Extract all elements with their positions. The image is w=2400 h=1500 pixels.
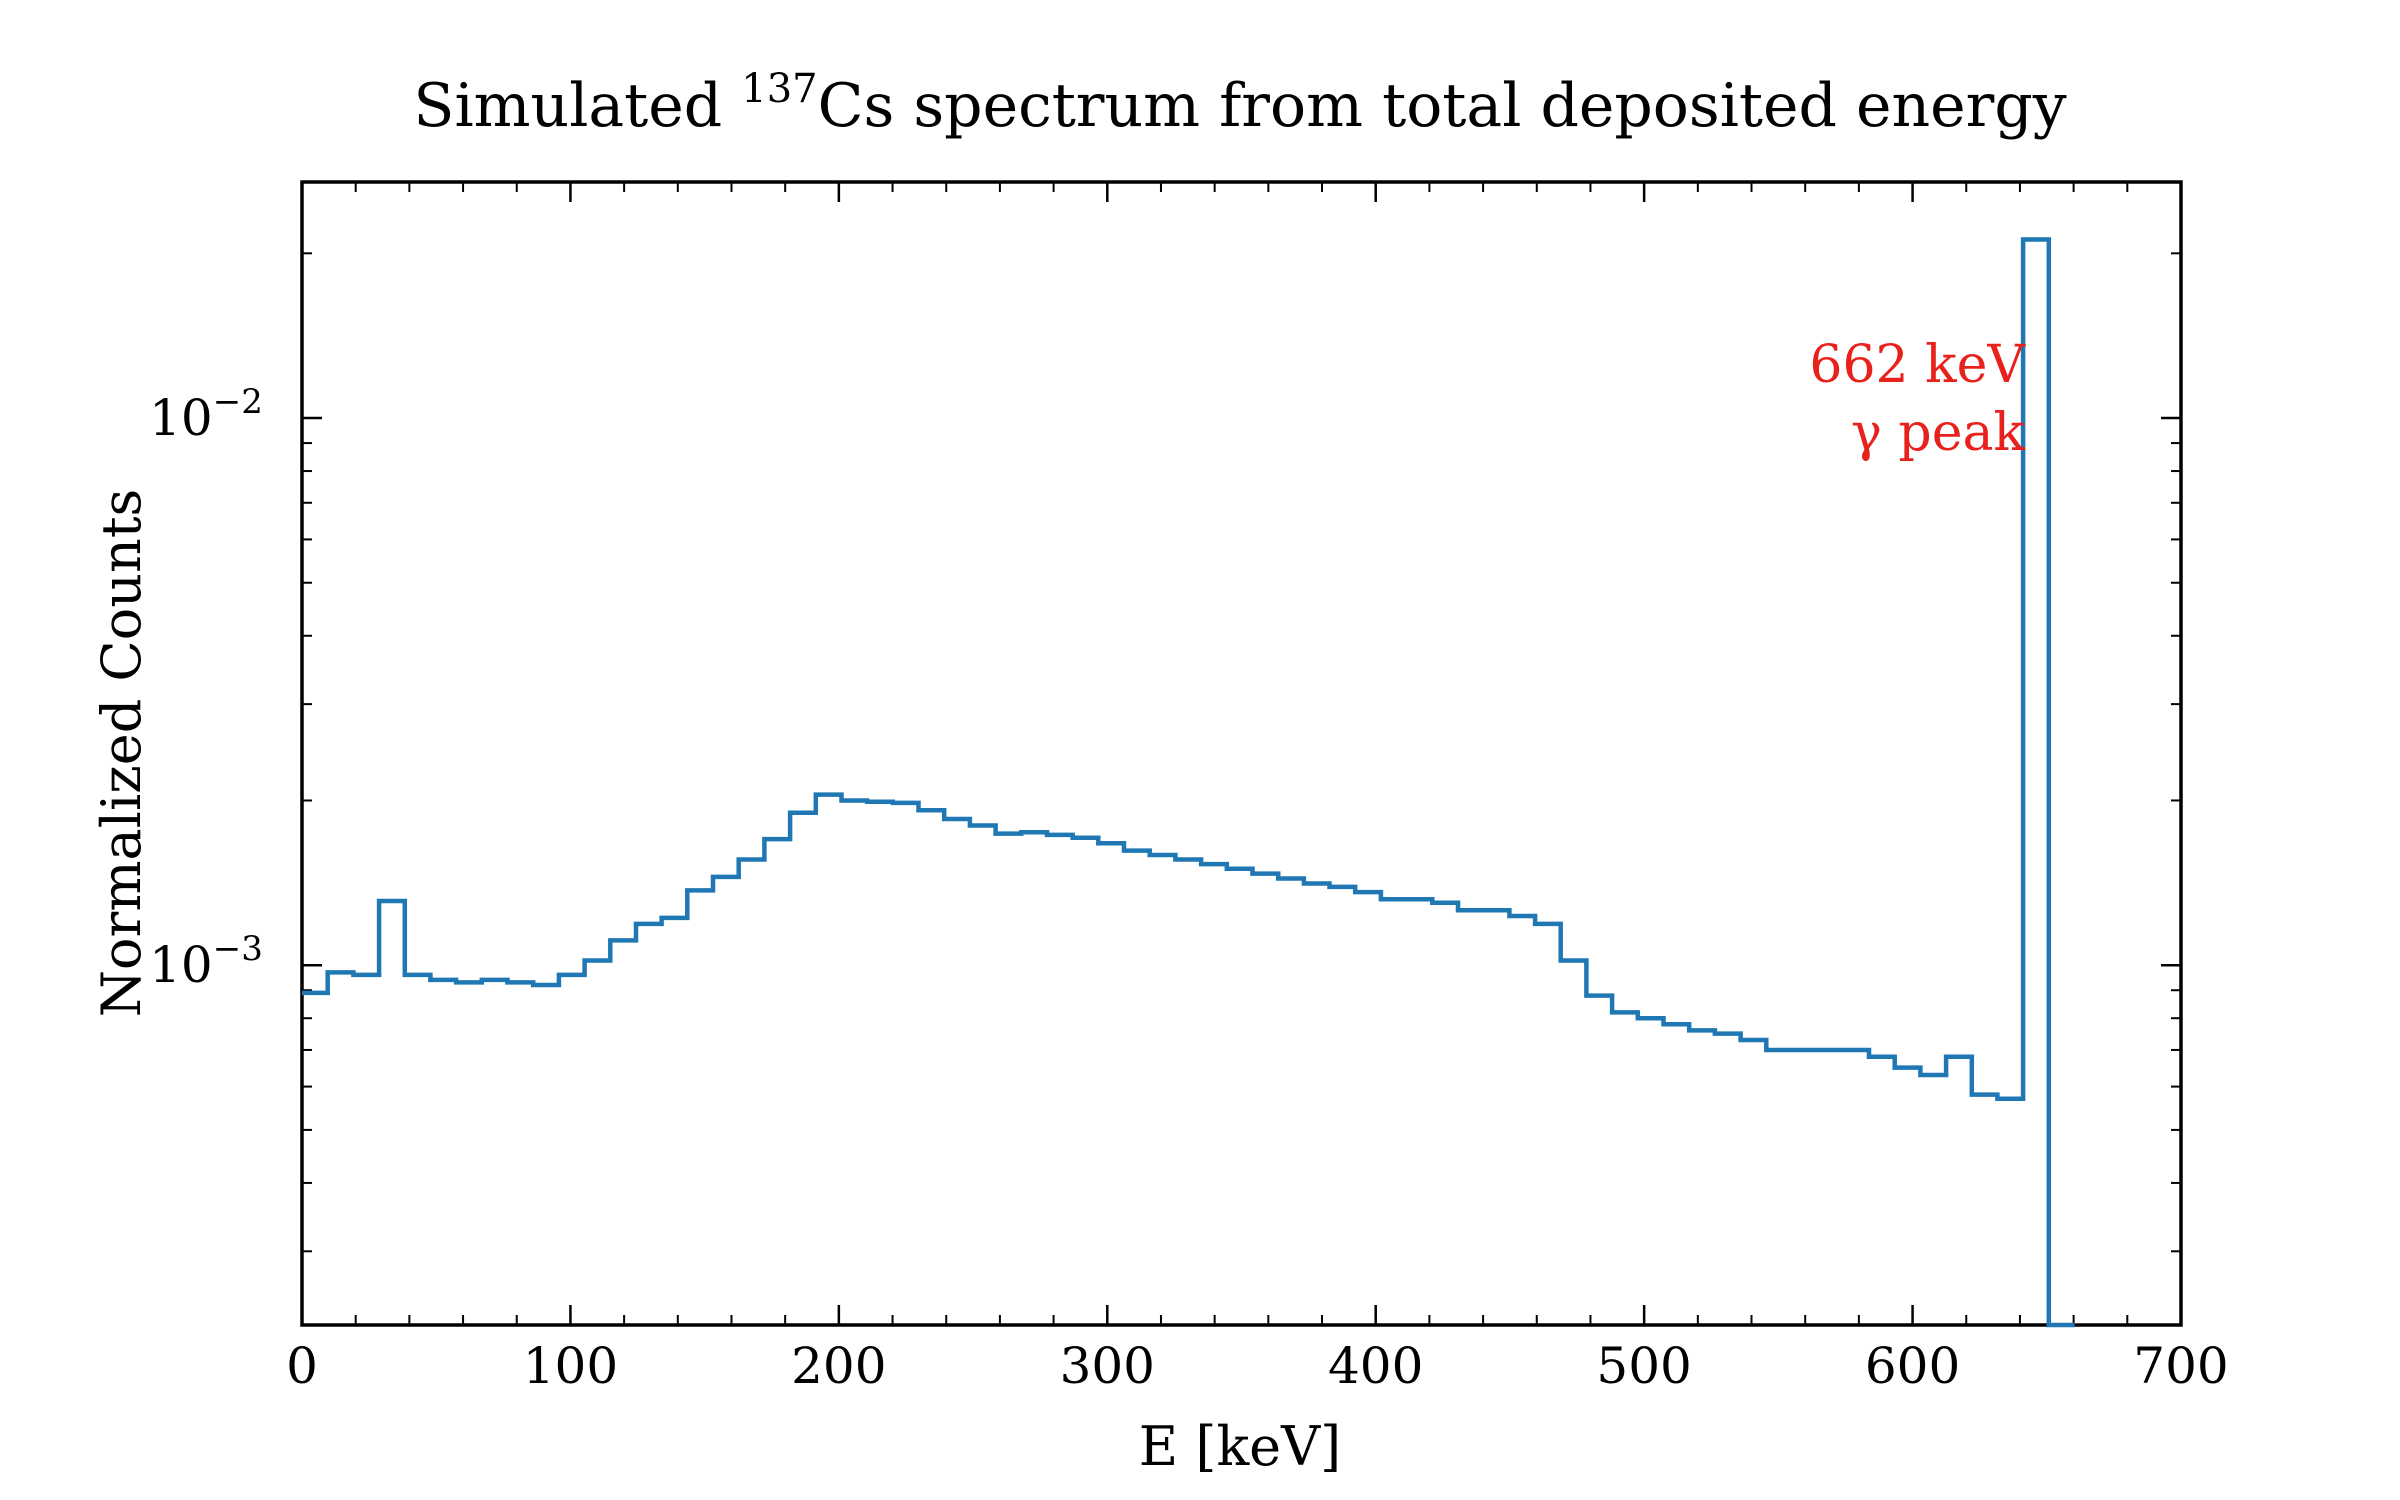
- annotation-line-2: γ peak: [1851, 403, 2026, 463]
- x-tick-labels: 0 100 200 300 400 500 600 700: [286, 1337, 2229, 1395]
- plot-frame: [300, 180, 2183, 1327]
- x-tick-label: 200: [791, 1337, 886, 1395]
- annotation-line-1: 662 keV: [1809, 335, 2026, 395]
- x-axis-label: E [keV]: [1139, 1415, 1341, 1478]
- peak-annotation: 662 keV γ peak: [1809, 335, 2026, 463]
- y-tick-base: 10: [149, 936, 213, 994]
- y-tick-exponent: −3: [213, 929, 263, 969]
- y-tick-label: 10−3: [149, 929, 263, 994]
- x-tick-label: 500: [1596, 1337, 1691, 1395]
- major-ticks: [300, 182, 2183, 1325]
- y-tick-label: 10−2: [149, 382, 263, 447]
- title-isotope-symbol: Cs: [818, 71, 895, 141]
- y-tick-base: 10: [149, 389, 213, 447]
- minor-ticks: [302, 182, 2181, 1325]
- x-tick-label: 0: [286, 1337, 318, 1395]
- y-tick-labels: 10−310−2: [149, 382, 263, 994]
- histogram-series: [302, 237, 2075, 1328]
- y-axis-label: Normalized Counts: [90, 489, 153, 1017]
- x-tick-label: 400: [1328, 1337, 1423, 1395]
- y-tick-exponent: −2: [213, 382, 263, 422]
- title-suffix: spectrum from total deposited energy: [894, 71, 2066, 141]
- x-tick-label: 300: [1060, 1337, 1155, 1395]
- chart-title: Simulated 137Cs spectrum from total depo…: [413, 66, 2066, 141]
- x-tick-label: 600: [1865, 1337, 1960, 1395]
- plot-area: [300, 180, 2183, 1328]
- x-tick-label: 700: [2133, 1337, 2228, 1395]
- title-prefix: Simulated: [413, 71, 741, 141]
- title-isotope-mass: 137: [741, 66, 817, 112]
- x-tick-label: 100: [523, 1337, 618, 1395]
